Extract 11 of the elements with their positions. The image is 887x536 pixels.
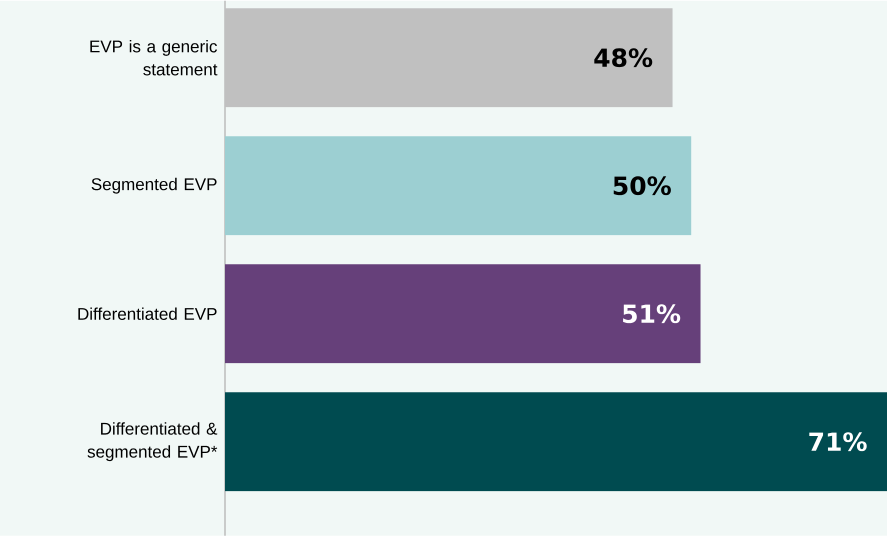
bar <box>225 392 887 491</box>
data-label: 48% <box>594 48 652 67</box>
data-label: 50% <box>614 176 671 195</box>
bar <box>225 136 692 235</box>
data-label: 71% <box>809 432 867 451</box>
y-tick-label: EVP is a generic statement <box>90 40 218 76</box>
y-tick-label: Segmented EVP <box>92 178 217 194</box>
y-tick-label: Differentiated EVP <box>78 307 217 320</box>
data-label: 51% <box>623 304 680 323</box>
y-tick-label: Differentiated & segmented EVP* <box>88 422 218 461</box>
bar <box>225 264 701 363</box>
